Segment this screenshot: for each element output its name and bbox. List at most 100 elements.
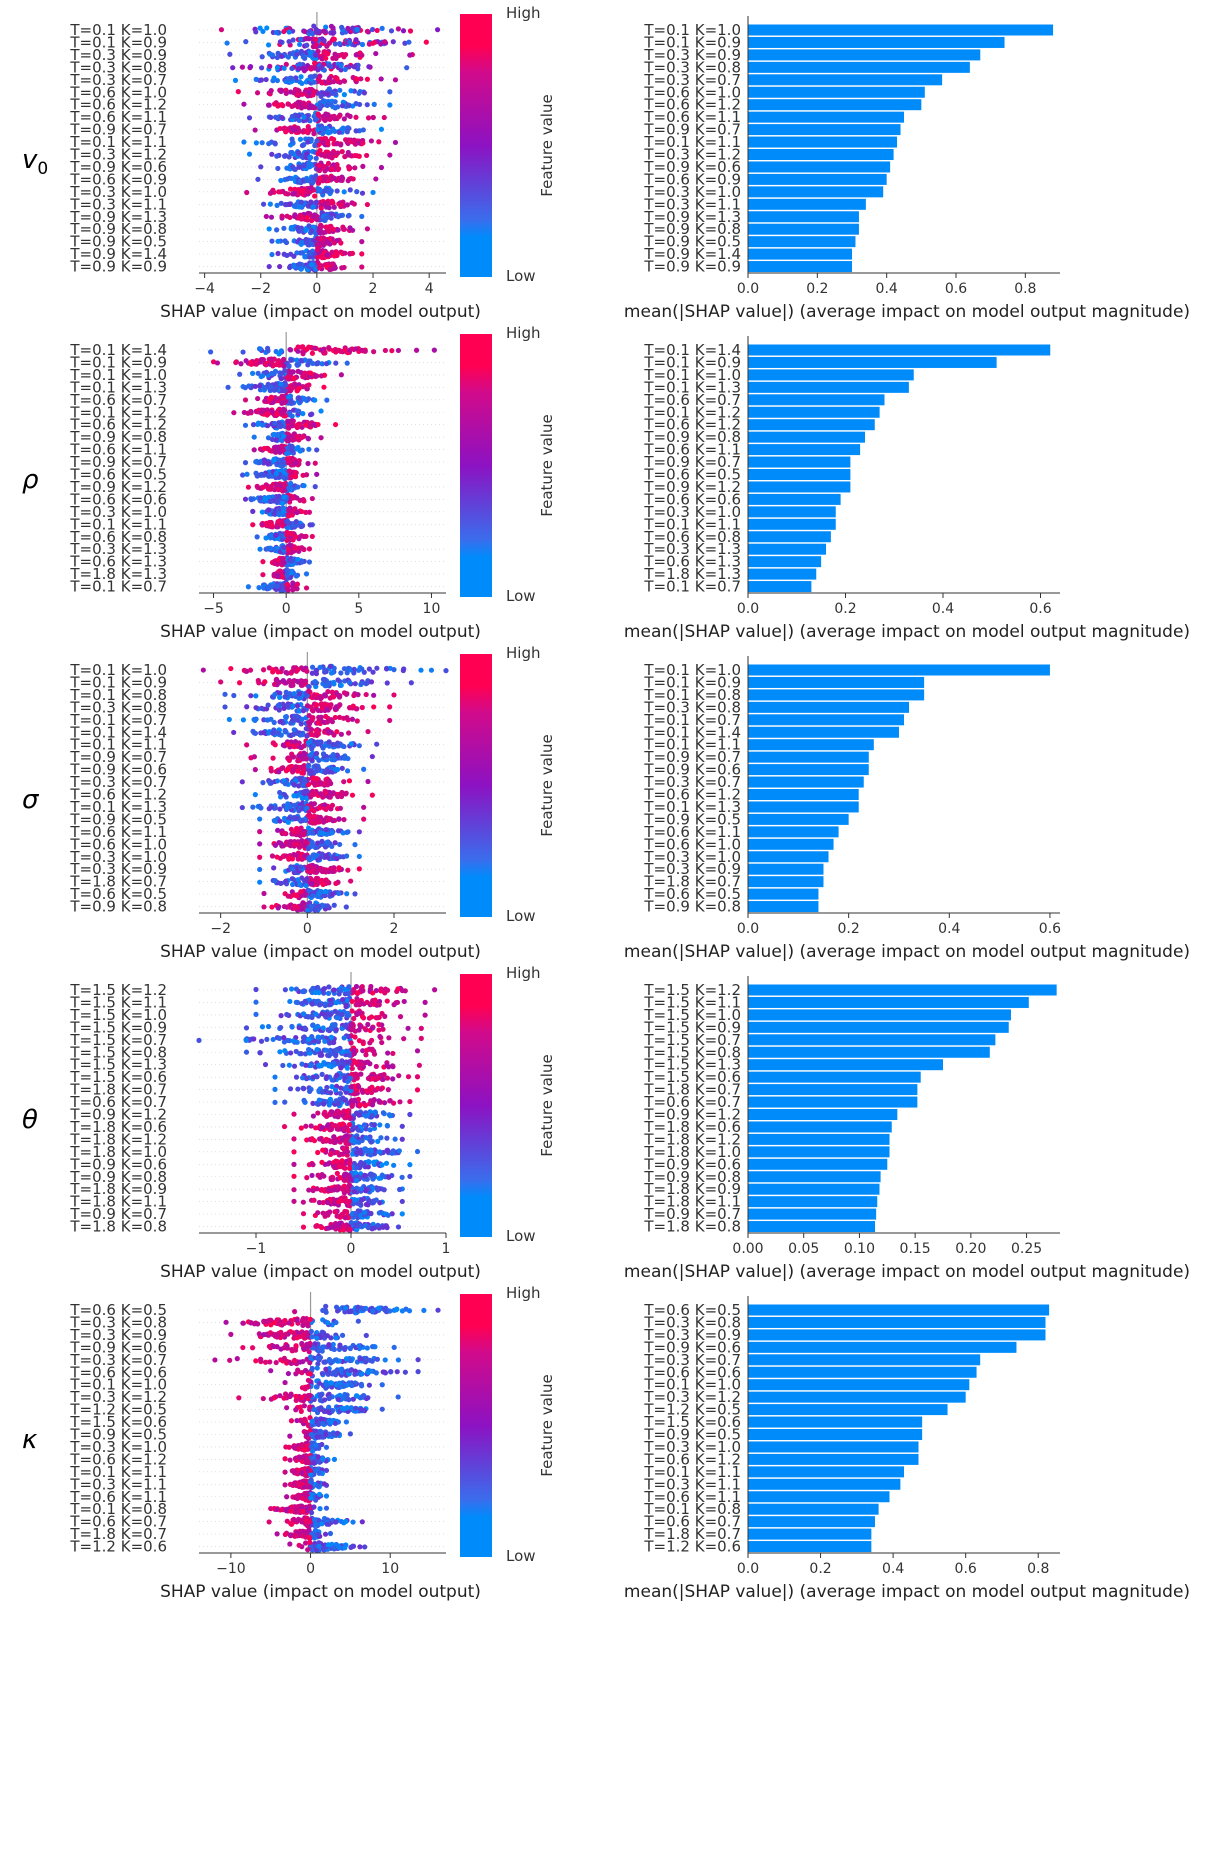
shap-row-1: v0T=0.1 K=1.0T=0.1 K=0.9T=0.3 K=0.9T=0.3…	[22, 4, 1190, 322]
shap-point	[432, 348, 437, 353]
shap-point	[290, 114, 295, 119]
shap-point	[401, 28, 406, 33]
shap-point	[296, 100, 301, 105]
shap-point	[312, 790, 317, 795]
colorbar	[460, 334, 492, 597]
shap-point	[336, 214, 341, 219]
importance-bar	[748, 99, 921, 110]
shap-point	[371, 349, 376, 354]
shap-point	[365, 102, 370, 107]
shap-point	[277, 719, 282, 724]
shap-point	[222, 692, 227, 697]
shap-point	[269, 252, 274, 257]
shap-point	[300, 374, 305, 379]
shap-point	[301, 66, 306, 71]
shap-point	[312, 175, 317, 180]
shap-point	[302, 789, 307, 794]
shap-point	[318, 94, 323, 99]
shap-point	[287, 29, 292, 34]
shap-point	[228, 666, 233, 671]
shap-point	[299, 1001, 304, 1006]
shap-point	[380, 26, 385, 31]
shap-point	[321, 882, 326, 887]
shap-point	[350, 999, 355, 1004]
shap-point	[318, 435, 323, 440]
shap-point	[327, 76, 332, 81]
shap-point	[391, 667, 396, 672]
shap-point	[290, 580, 295, 585]
shap-point	[317, 176, 322, 181]
shap-point	[300, 717, 305, 722]
shap-point	[257, 816, 262, 821]
importance-bar	[748, 519, 836, 530]
shap-point	[361, 767, 366, 772]
shap-point	[314, 200, 319, 205]
shap-point	[314, 156, 319, 161]
shap-point	[225, 385, 230, 390]
shap-point	[291, 1038, 296, 1043]
shap-point	[218, 679, 223, 684]
shap-point	[418, 668, 423, 673]
shap-point	[294, 573, 299, 578]
shap-point	[286, 102, 291, 107]
row-parameter-label: ρ	[22, 465, 39, 495]
shap-point	[365, 77, 370, 82]
shap-point	[310, 534, 315, 539]
shap-point	[352, 891, 357, 896]
shap-point	[280, 474, 285, 479]
shap-point	[338, 202, 343, 207]
shap-point	[255, 396, 260, 401]
shap-point	[288, 347, 293, 352]
summary-x-tick-label: −4	[194, 281, 215, 297]
shap-point	[379, 127, 384, 132]
summary-feature-label: T=0.9 K=0.9	[69, 258, 167, 276]
shap-point	[322, 116, 327, 121]
shap-point	[393, 1000, 398, 1005]
shap-point	[298, 37, 303, 42]
shap-point	[387, 102, 392, 107]
shap-point	[304, 383, 309, 388]
shap-point	[355, 692, 360, 697]
shap-point	[276, 351, 281, 356]
shap-point	[313, 37, 318, 42]
shap-point	[319, 792, 324, 797]
shap-point	[396, 348, 401, 353]
shap-point	[363, 1052, 368, 1057]
shap-point	[312, 865, 317, 870]
shap-point	[432, 987, 437, 992]
shap-point	[304, 726, 309, 731]
shap-point	[359, 239, 364, 244]
shap-point	[343, 67, 348, 72]
shap-point	[359, 251, 364, 256]
shap-point	[291, 191, 296, 196]
shap-point	[297, 386, 302, 391]
shap-point	[443, 668, 448, 673]
shap-point	[370, 1025, 375, 1030]
shap-point	[312, 61, 317, 66]
shap-point	[299, 806, 304, 811]
summary-x-tick-label: −5	[203, 601, 224, 617]
shap-point	[306, 90, 311, 95]
shap-point	[328, 1012, 333, 1017]
shap-point	[276, 769, 281, 774]
shap-point	[295, 422, 300, 427]
shap-point	[258, 346, 263, 351]
shap-point	[304, 129, 309, 134]
shap-point	[248, 64, 253, 69]
shap-point	[282, 238, 287, 243]
shap-point	[341, 817, 346, 822]
shap-point	[269, 780, 274, 785]
shap-point	[333, 422, 338, 427]
shap-point	[302, 853, 307, 858]
importance-bar	[748, 777, 864, 788]
shap-point	[365, 29, 370, 34]
shap-point	[326, 817, 331, 822]
shap-point	[349, 1022, 354, 1027]
shap-point	[260, 422, 265, 427]
shap-row-4: θT=1.5 K=1.2T=1.5 K=1.1T=1.5 K=1.0T=1.5 …	[22, 964, 1190, 1282]
shap-point	[240, 779, 245, 784]
shap-point	[282, 154, 287, 159]
shap-point	[357, 854, 362, 859]
shap-point	[354, 27, 359, 32]
shap-point	[325, 252, 330, 257]
